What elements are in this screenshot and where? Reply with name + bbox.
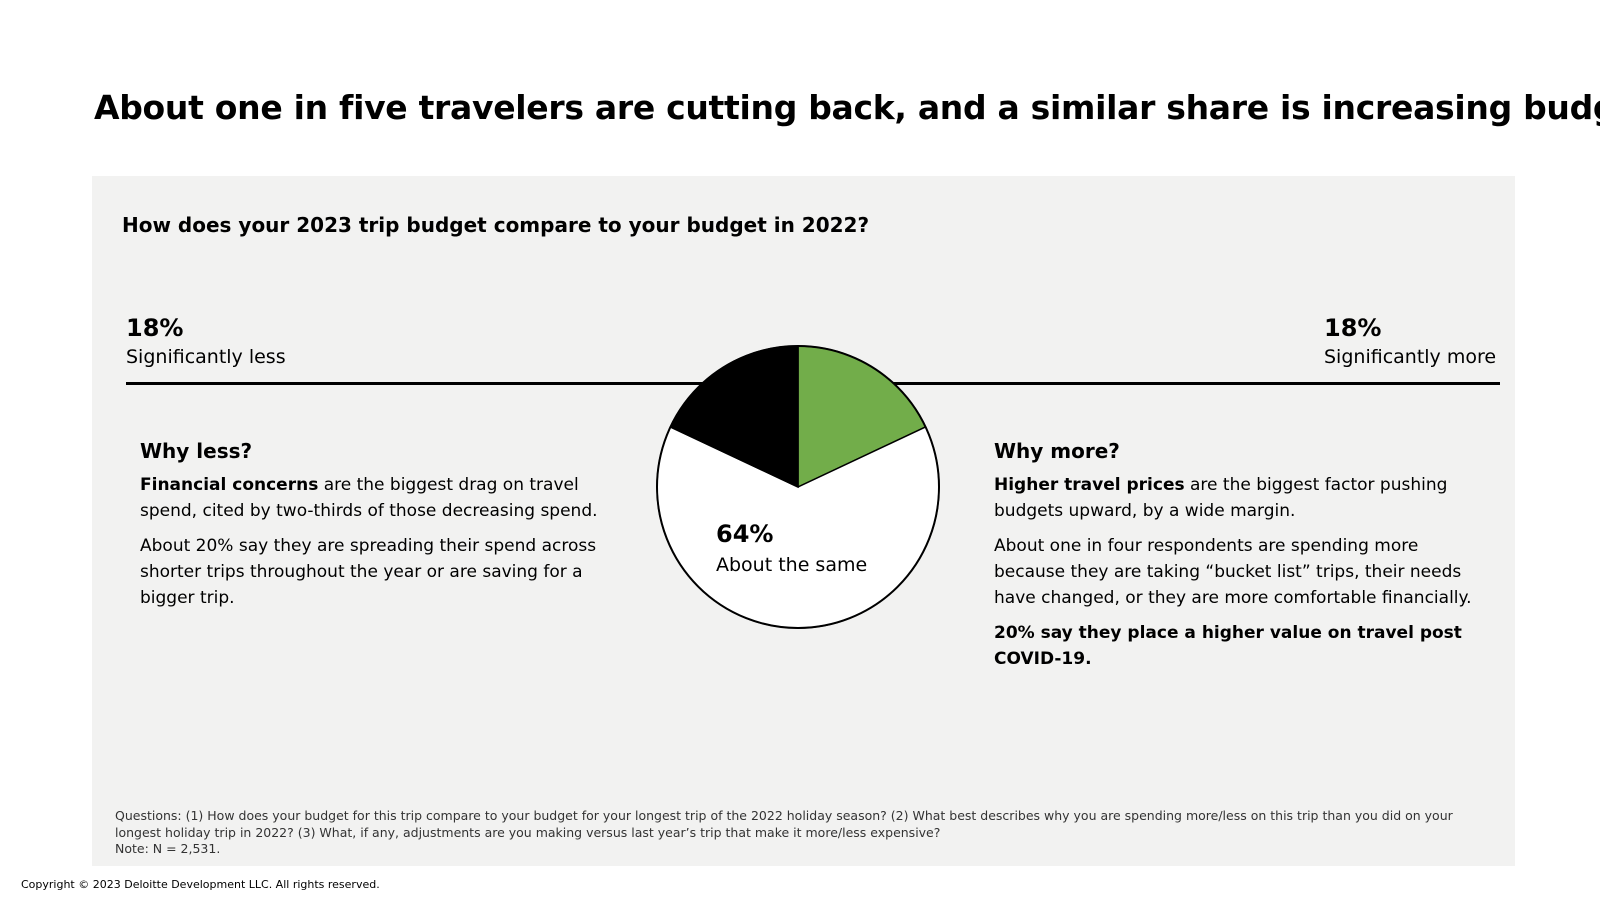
why-less-paragraph-2: About 20% say they are spreading their s… [140,536,597,608]
footnote-note: Note: N = 2,531. [115,841,221,856]
why-more-bold: Higher travel prices [994,475,1185,495]
pie-outline [656,345,940,629]
pie-chart [656,345,940,629]
chart-panel: How does your 2023 trip budget compare t… [92,176,1515,866]
more-percentage: 18% [1324,314,1382,342]
why-more-text: are the biggest factor pushing budgets u… [994,475,1448,521]
why-less-heading: Why less? [140,439,253,463]
copyright: Copyright © 2023 Deloitte Development LL… [21,878,380,891]
why-more-section: Why more? Higher travel prices are the b… [994,438,1494,681]
less-percentage: 18% [126,314,184,342]
same-label: About the same [716,554,868,576]
why-less-paragraph-1: Financial concerns are the biggest drag … [140,472,620,524]
more-label: Significantly more [1324,346,1497,368]
page-title: About one in five travelers are cutting … [94,88,1600,127]
footnote: Questions: (1) How does your budget for … [115,808,1495,858]
why-more-heading: Why more? [994,439,1120,463]
why-more-paragraph-1: Higher travel prices are the biggest fac… [994,472,1494,524]
less-label: Significantly less [126,346,286,368]
why-less-section: Why less? Financial concerns are the big… [140,438,620,620]
why-less-text: are the biggest drag on travel spend, ci… [140,475,598,521]
footnote-questions: Questions: (1) How does your budget for … [115,808,1453,840]
why-more-paragraph-3: 20% say they place a higher value on tra… [994,623,1462,669]
why-less-bold: Financial concerns [140,475,319,495]
survey-question: How does your 2023 trip budget compare t… [122,213,870,237]
why-more-paragraph-2: About one in four respondents are spendi… [994,536,1472,608]
same-percentage: 64% [716,520,774,548]
